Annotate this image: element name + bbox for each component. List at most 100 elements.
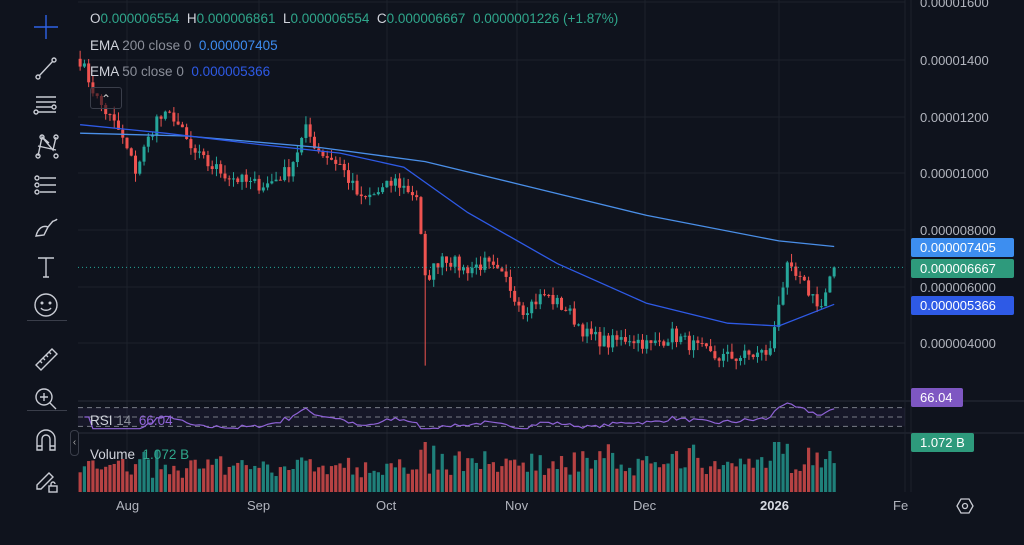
open-value: 0.000006554: [100, 11, 180, 26]
candle-body: [372, 194, 376, 196]
emoji-tool[interactable]: [28, 290, 64, 320]
candle-body: [449, 262, 453, 267]
candle-body: [623, 337, 627, 342]
candle-body: [134, 155, 138, 174]
time-tick: Sep: [247, 498, 271, 513]
volume-bar: [125, 471, 129, 492]
candle-body: [500, 268, 504, 272]
volume-bar: [683, 467, 687, 492]
candle-body: [679, 336, 683, 342]
candle-body: [78, 58, 82, 67]
text-icon: [38, 257, 54, 278]
candle-body: [790, 262, 794, 267]
rsi-band: [78, 407, 905, 427]
volume-bar: [312, 471, 317, 492]
rsi-legend[interactable]: RSI 14 66.04: [90, 413, 173, 428]
pattern-icon: [35, 134, 59, 159]
volume-bar: [402, 467, 406, 492]
volume-bar: [589, 468, 593, 492]
volume-bar: [679, 468, 683, 492]
volume-bar: [653, 462, 657, 492]
volume-bar: [368, 472, 372, 492]
volume-bar: [551, 461, 555, 492]
volume-bar: [764, 467, 768, 492]
volume-bar: [491, 462, 495, 492]
volume-bar: [513, 459, 517, 492]
volume-bar: [163, 464, 167, 492]
projection-tool[interactable]: [28, 170, 64, 200]
candle-body: [794, 266, 798, 276]
candle-body: [129, 148, 133, 156]
candle-body: [197, 151, 201, 153]
volume-legend[interactable]: Volume 1.072 B: [90, 447, 189, 462]
volume-bar: [372, 470, 376, 492]
collapse-toolbar-button[interactable]: ‹: [70, 430, 79, 456]
volume-bar: [295, 459, 299, 492]
ema200-price-tag: 0.000007405: [911, 238, 1014, 257]
lock-drawings-tool[interactable]: [28, 465, 64, 495]
candle-body: [432, 263, 436, 280]
candle-body: [338, 163, 342, 165]
magnet-tool[interactable]: [28, 425, 64, 455]
candle-body: [751, 354, 755, 358]
candle-body: [832, 267, 836, 277]
candle-body: [513, 290, 517, 302]
brush-tool[interactable]: [28, 212, 64, 242]
zoom-in-tool[interactable]: [28, 384, 64, 414]
candle-body: [232, 178, 235, 180]
volume-bar: [798, 470, 802, 492]
text-tool[interactable]: [28, 252, 64, 282]
pattern-tool[interactable]: [28, 130, 64, 160]
fib-tool[interactable]: [28, 90, 64, 120]
candle-body: [658, 340, 661, 342]
volume-bar: [185, 468, 189, 492]
volume-bar: [496, 471, 500, 492]
volume-bar: [670, 453, 674, 492]
volume-bar: [726, 461, 730, 492]
volume-bar: [691, 444, 696, 492]
ruler-tool[interactable]: [28, 344, 64, 374]
crosshair-tool[interactable]: [28, 12, 64, 42]
volume-bar: [755, 459, 760, 492]
candle-body: [266, 183, 270, 188]
candle-body: [82, 63, 86, 67]
candle-body: [176, 121, 180, 125]
ema200-legend[interactable]: EMA 200 close 0 0.000007405: [90, 38, 278, 53]
candle-body: [240, 174, 244, 183]
ema200-value: 0.000007405: [198, 38, 278, 53]
high-value: 0.000006861: [196, 11, 276, 26]
volume-bar: [253, 465, 257, 492]
ema50-line: [80, 124, 835, 327]
candle-body: [819, 306, 823, 308]
candle-body: [726, 351, 730, 354]
volume-bar: [576, 471, 581, 492]
volume-bar: [415, 469, 419, 492]
volume-bar: [244, 465, 248, 492]
trend-line-tool[interactable]: [28, 53, 64, 83]
volume-bar: [457, 451, 461, 492]
candle-body: [606, 335, 610, 348]
volume-bar: [342, 467, 346, 492]
candle-body: [704, 343, 708, 347]
ema50-legend[interactable]: EMA 50 close 0 0.000005366: [90, 64, 270, 79]
volume-bar: [274, 476, 278, 492]
time-tick: Aug: [116, 498, 140, 513]
candle-body: [560, 297, 564, 310]
volume-bar: [721, 465, 725, 492]
volume-bar: [261, 461, 265, 492]
volume-bar: [623, 471, 628, 492]
candle-body: [542, 294, 546, 296]
volume-bar: [568, 474, 572, 492]
volume-bar: [832, 463, 836, 492]
volume-bar: [730, 463, 734, 492]
candle-body: [619, 337, 623, 340]
collapse-legend-button[interactable]: ⌃: [90, 87, 122, 109]
change-value: 0.0000001226 (+1.87%): [472, 11, 619, 26]
volume-bar: [210, 464, 214, 492]
settings-icon[interactable]: [955, 496, 975, 516]
candle-body: [525, 313, 529, 315]
volume-bar: [231, 465, 236, 492]
low-label: L: [282, 11, 291, 26]
rsi-price-tag: 66.04: [911, 388, 963, 407]
